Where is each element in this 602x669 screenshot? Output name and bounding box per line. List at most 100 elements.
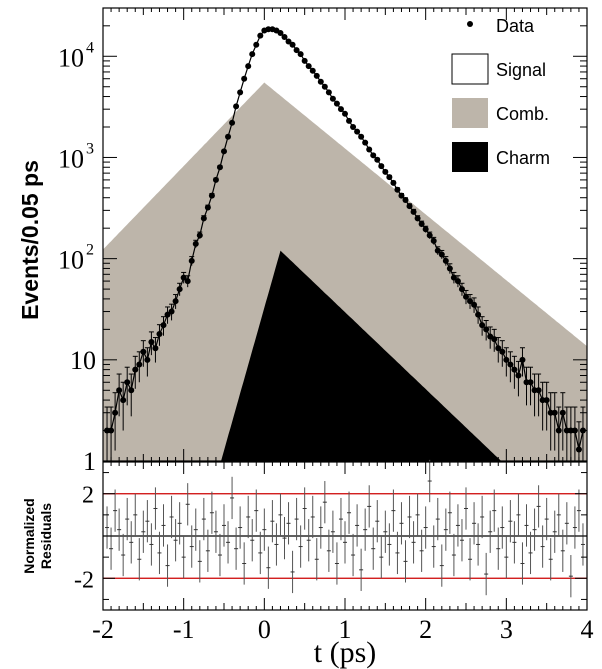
residual-point <box>544 497 549 541</box>
data-point <box>245 63 252 70</box>
data-point <box>297 51 304 58</box>
residual-point <box>528 531 533 575</box>
residual-point <box>391 489 396 532</box>
residual-point <box>246 495 251 539</box>
residual-point <box>274 523 279 566</box>
data-point <box>253 41 260 48</box>
residual-point <box>209 491 214 534</box>
data-point <box>410 208 417 215</box>
residual-point <box>266 546 271 589</box>
data-point <box>386 174 393 181</box>
data-point <box>414 215 421 222</box>
data-point <box>434 246 441 255</box>
data-point <box>527 366 534 406</box>
data-point <box>249 51 256 58</box>
residual-y-tick-label: -2 <box>74 567 94 593</box>
data-point <box>346 117 353 124</box>
data-point <box>124 366 131 406</box>
residual-point <box>459 519 464 562</box>
data-point <box>342 110 348 117</box>
residual-point <box>197 540 202 583</box>
residual-point <box>113 489 118 532</box>
data-point <box>454 275 461 288</box>
data-point <box>430 236 437 245</box>
data-point <box>551 392 558 451</box>
data-point <box>168 303 175 321</box>
data-point <box>362 139 369 146</box>
residual-point <box>423 506 428 549</box>
data-point <box>575 421 582 461</box>
data-point <box>233 103 240 110</box>
y-tick-label: 10 3 <box>58 140 94 173</box>
svg-text:Charm: Charm <box>496 148 550 168</box>
residual-point <box>520 542 525 585</box>
data-point <box>225 133 232 140</box>
residual-point <box>270 500 275 543</box>
residual-point <box>161 504 166 547</box>
residual-point <box>189 525 194 568</box>
residual-point <box>302 487 307 530</box>
x-tick-label: -2 <box>92 615 114 644</box>
residual-point <box>387 523 392 566</box>
residual-point <box>351 533 356 577</box>
residual-point <box>318 506 323 549</box>
data-point <box>406 203 413 210</box>
data-point <box>196 231 203 239</box>
data-point <box>354 128 361 135</box>
residual-point <box>117 508 122 551</box>
residual-point <box>173 519 178 562</box>
data-point <box>483 319 490 341</box>
data-point <box>463 289 469 305</box>
data-point <box>140 340 147 367</box>
x-tick-label: 3 <box>500 615 513 644</box>
data-point <box>200 215 207 222</box>
residual-point <box>258 531 263 575</box>
residual-point <box>330 510 335 553</box>
residuals-panel: -2 -1 0 1 2 3 4 2 -2 Normalized Residuals t (ps… <box>21 459 594 669</box>
data-point <box>204 204 211 211</box>
data-point <box>350 123 357 130</box>
residual-point <box>250 519 255 562</box>
residual-point <box>548 538 553 581</box>
residual-point <box>298 525 303 568</box>
residual-point <box>504 536 509 579</box>
residual-point <box>238 506 243 549</box>
residual-point <box>512 521 517 564</box>
data-point <box>112 392 119 451</box>
residual-point <box>125 497 130 541</box>
residual-point <box>383 510 388 553</box>
svg-text:Comb.: Comb. <box>496 104 549 124</box>
residual-point <box>165 544 170 587</box>
x-axis-label: t (ps) <box>314 636 377 669</box>
data-point <box>237 89 244 96</box>
data-point <box>325 89 332 96</box>
data-point <box>333 100 340 107</box>
residual-point <box>532 508 537 551</box>
residuals-y-label-line2: Residuals <box>38 503 54 569</box>
residual-point <box>464 487 468 530</box>
svg-text:2: 2 <box>86 242 94 259</box>
y-tick-label: 10 2 <box>58 242 94 275</box>
residual-point <box>451 533 456 577</box>
residual-point <box>363 508 368 551</box>
legend-item: Comb. <box>452 98 549 128</box>
residual-point <box>411 521 416 564</box>
data-point <box>317 78 324 85</box>
data-point <box>374 156 381 163</box>
data-point <box>192 239 199 248</box>
residual-point <box>484 552 489 596</box>
data-point <box>321 83 328 90</box>
data-point <box>293 47 300 54</box>
residual-point <box>310 495 315 539</box>
data-point <box>503 347 510 377</box>
data-point <box>188 256 195 266</box>
data-point <box>172 294 179 309</box>
legend-item: Charm <box>452 142 550 172</box>
residual-point <box>443 508 448 551</box>
data-point <box>180 271 187 284</box>
svg-text:10: 10 <box>70 346 96 375</box>
data-point <box>108 406 115 461</box>
data-point <box>475 306 482 324</box>
residual-point <box>407 495 412 539</box>
